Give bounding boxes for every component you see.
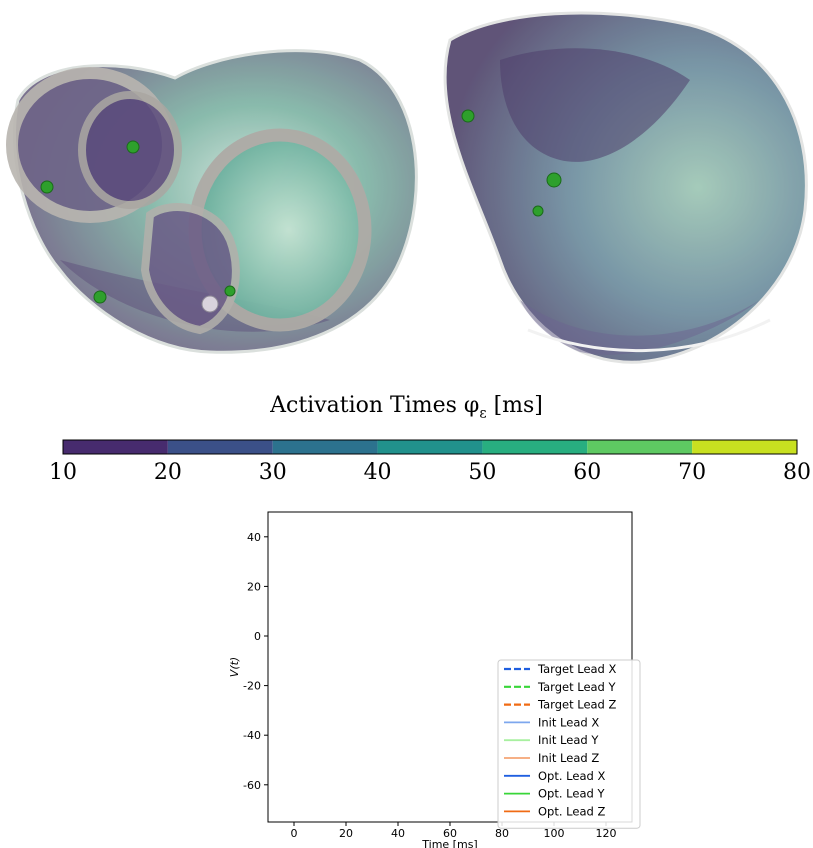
stimulus-marker (40, 180, 54, 194)
y-tick-label: 20 (247, 580, 261, 593)
colorbar-tick-label: 80 (783, 460, 811, 485)
colorbar-title: Activation Times φε [ms] (0, 393, 813, 421)
colorbar-segment (63, 440, 168, 454)
colorbar-segment (482, 440, 588, 454)
legend-label: Opt. Lead X (538, 769, 605, 783)
y-tick-label: -40 (243, 729, 261, 742)
colorbar-tick-label: 70 (678, 460, 706, 485)
x-tick-label: 120 (596, 827, 617, 840)
legend-label: Target Lead Y (537, 680, 617, 694)
colorbar-tick-label: 30 (259, 460, 287, 485)
colorbar-segment (167, 440, 273, 454)
legend-label: Init Lead Y (538, 733, 599, 747)
stimulus-marker (126, 140, 140, 154)
legend-label: Opt. Lead Y (538, 787, 605, 801)
heart-edge-highlight (527, 318, 771, 353)
y-tick-label: -60 (243, 779, 261, 792)
legend-label: Init Lead X (538, 715, 599, 729)
colorbar-tick-label: 10 (49, 460, 77, 485)
stimulus-marker (532, 205, 544, 217)
y-tick-label: -20 (243, 680, 261, 693)
x-tick-label: 60 (443, 827, 457, 840)
colorbar-tick-label: 60 (573, 460, 601, 485)
y-tick-label: 40 (247, 531, 261, 544)
x-tick-label: 0 (291, 827, 298, 840)
colorbar-segment (692, 440, 797, 454)
legend-label: Target Lead Z (537, 698, 617, 712)
heart-shading (500, 48, 690, 162)
stimulus-marker (93, 290, 107, 304)
x-tick-label: 100 (544, 827, 565, 840)
stimulus-marker (461, 109, 475, 123)
stimulus-marker (201, 295, 219, 313)
colorbar-title-subscript: ε (479, 405, 487, 422)
colorbar-segment (587, 440, 693, 454)
colorbar-title-text: Activation Times φ (270, 393, 480, 418)
legend-label: Init Lead Z (538, 751, 599, 765)
colorbar-segment (377, 440, 483, 454)
legend-label: Target Lead X (537, 662, 617, 676)
heart-renderings (6, 11, 808, 364)
heart-view-side (443, 11, 808, 364)
colorbar-title-unit: [ms] (486, 393, 543, 418)
colorbar-tick-label: 50 (468, 460, 496, 485)
colorbar-frame (62, 439, 798, 455)
x-tick-label: 80 (495, 827, 509, 840)
y-tick-label: 0 (254, 630, 261, 643)
legend-box (497, 659, 641, 829)
colorbar-tick-label: 20 (154, 460, 182, 485)
heart-shading (520, 300, 760, 355)
colorbar: 10 20 30 40 50 60 70 80 (49, 439, 811, 485)
stimulus-marker (224, 285, 236, 297)
colorbar-tick-label: 40 (364, 460, 392, 485)
colorbar-segment (272, 440, 378, 454)
x-axis-label: Time [ms] (421, 838, 477, 848)
legend-label: Opt. Lead Z (538, 804, 605, 818)
y-axis-label: V(t) (228, 657, 241, 677)
heart-view-base (6, 49, 418, 354)
x-tick-label: 40 (391, 827, 405, 840)
x-tick-label: 20 (339, 827, 353, 840)
ecg-chart: 0 20 40 60 80 100 120 40 20 0 -20 -40 -60 Time [ms] V(… (228, 511, 641, 848)
stimulus-marker (546, 172, 562, 188)
